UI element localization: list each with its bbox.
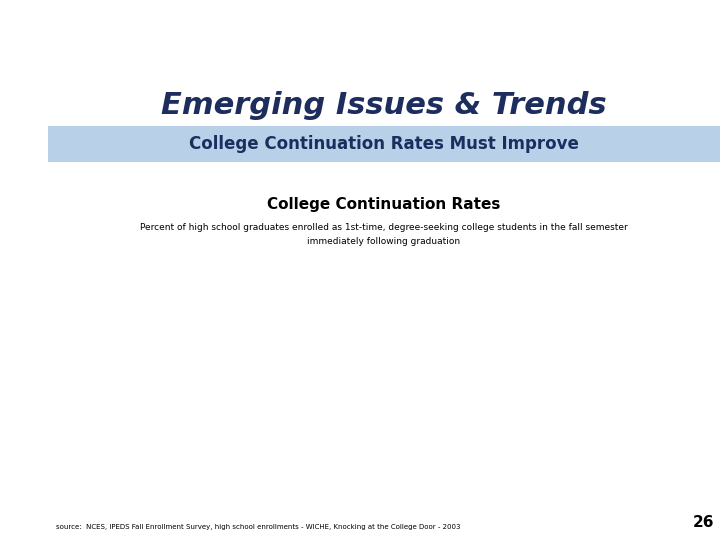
Bar (48, 126, 720, 162)
Text: College Continuation Rates: College Continuation Rates (267, 198, 500, 213)
Text: Emerging Issues & Trends: Emerging Issues & Trends (161, 91, 607, 119)
Text: College Continuation Rates Must Improve: College Continuation Rates Must Improve (189, 135, 579, 153)
Text: back: back (12, 497, 35, 508)
Text: 26: 26 (693, 515, 714, 530)
Text: immediately following graduation: immediately following graduation (307, 238, 461, 246)
Text: source:  NCES, IPEDS Fall Enrollment Survey, high school enrollments - WICHE, Kn: source: NCES, IPEDS Fall Enrollment Surv… (56, 524, 461, 530)
Text: MONTANA UNIVERSITY SYSTEM: MONTANA UNIVERSITY SYSTEM (204, 11, 473, 26)
Text: Percent of high school graduates enrolled as 1st-time, degree-seeking college st: Percent of high school graduates enrolle… (140, 222, 628, 232)
